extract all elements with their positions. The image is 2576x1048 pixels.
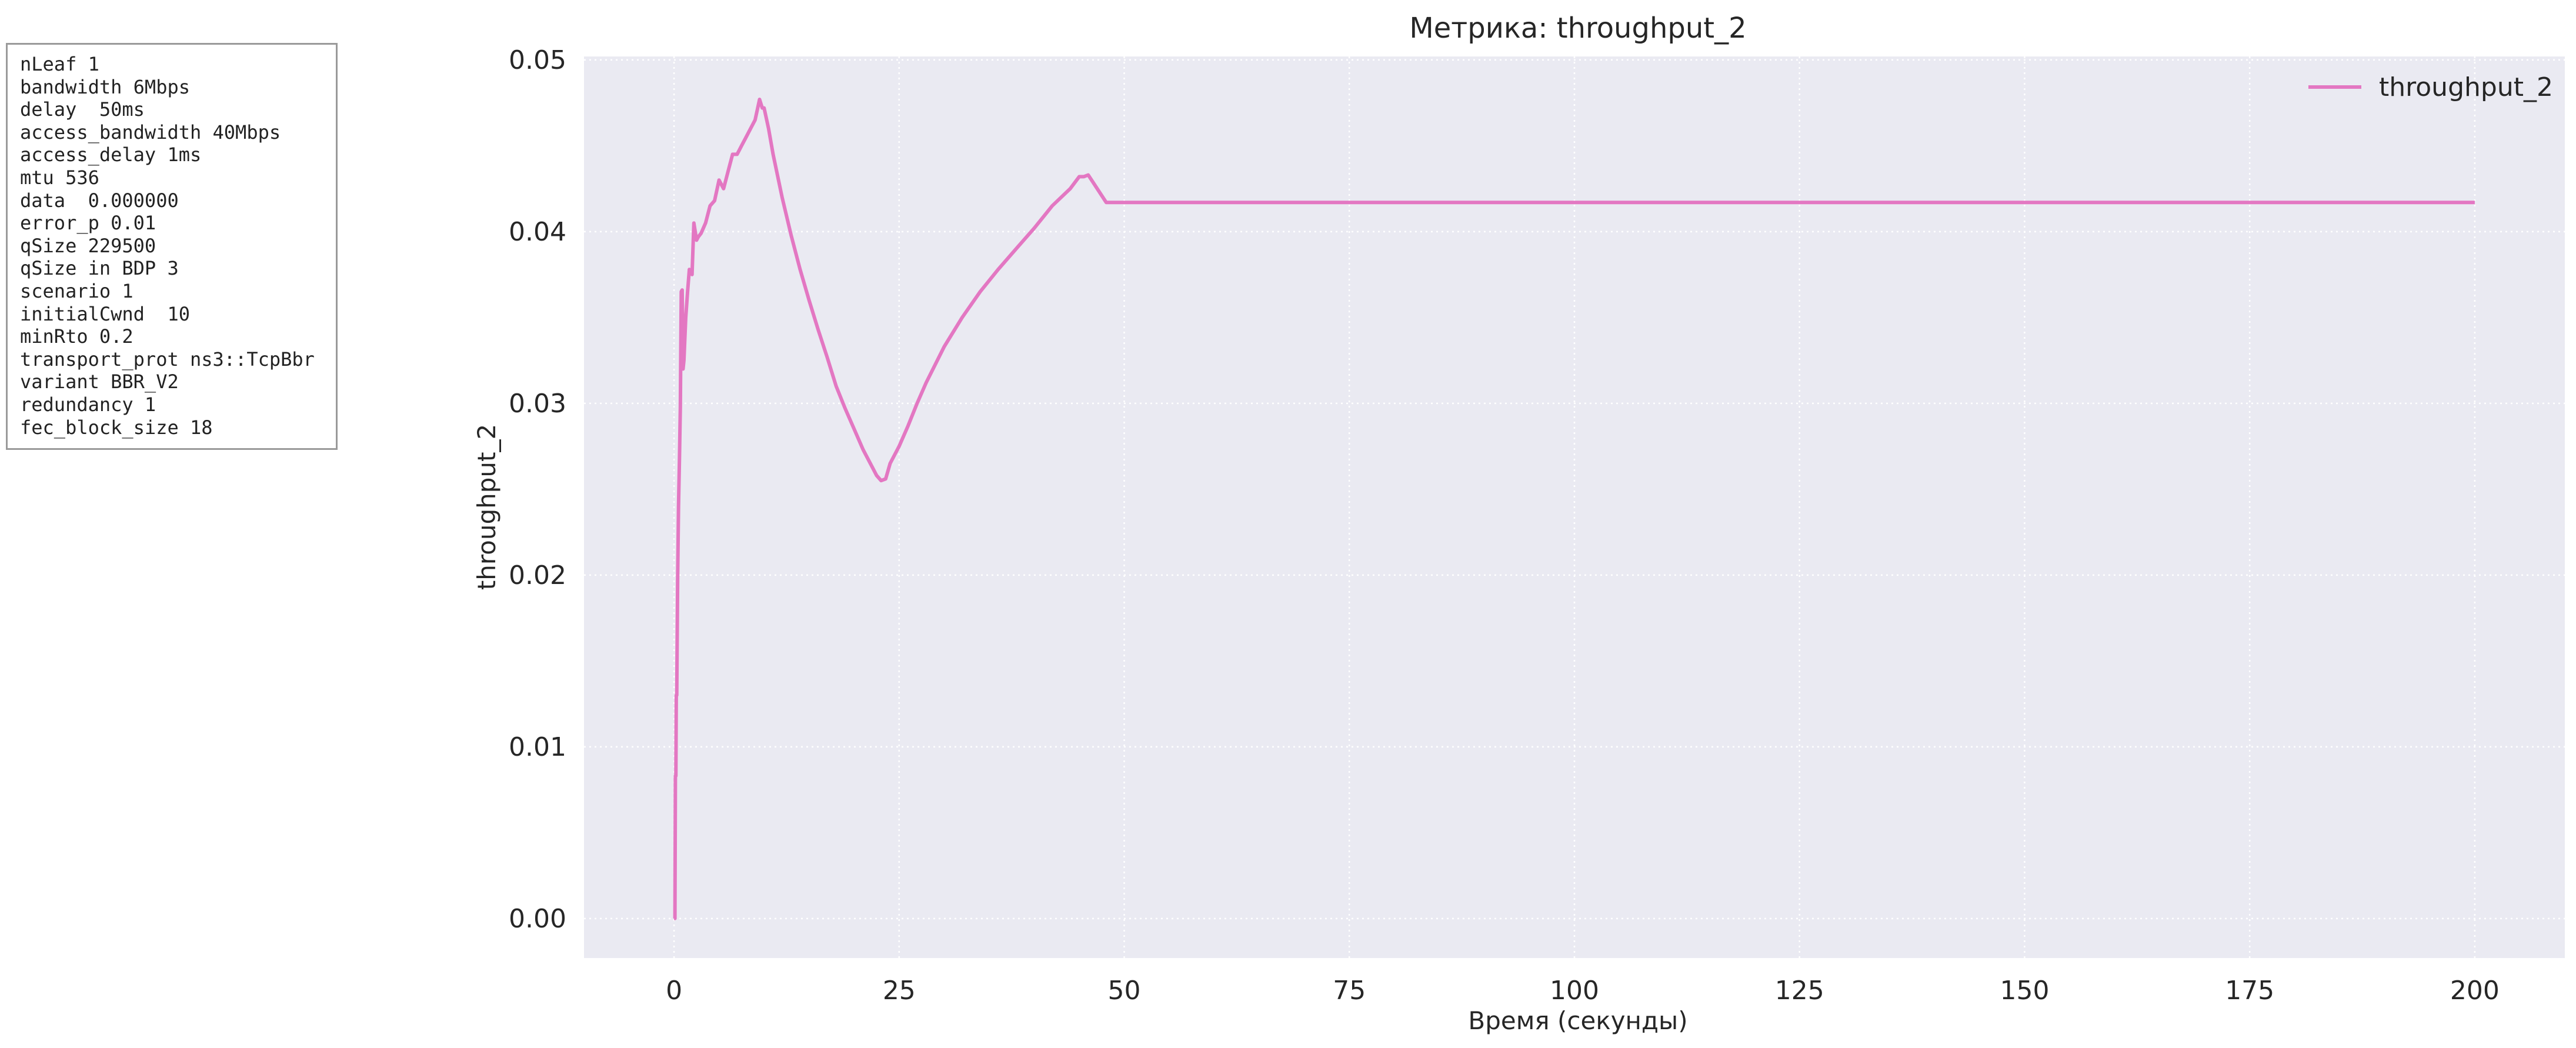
param-line: access_delay 1ms [20,143,202,166]
grid-lines [584,56,2565,958]
x-tick-label: 175 [2225,976,2274,1006]
param-line: delay 50ms [20,98,145,121]
param-line: mtu 536 [20,166,99,189]
param-line: fec_block_size 18 [20,416,213,439]
param-line: initialCwnd 10 [20,302,190,325]
param-line: nLeaf 1 [20,53,99,75]
param-line: data 0.000000 [20,189,179,212]
y-tick-label: 0.03 [509,389,566,419]
x-tick-label: 125 [1775,976,1824,1006]
y-tick-label: 0.05 [509,45,566,75]
param-line: minRto 0.2 [20,325,134,348]
x-tick-label: 0 [666,976,682,1006]
x-tick-label: 100 [1550,976,1599,1006]
param-line: qSize 229500 [20,234,156,257]
param-line: qSize in BDP 3 [20,257,179,280]
legend-label: throughput_2 [2379,72,2553,102]
y-tick-label: 0.04 [509,217,566,247]
x-axis-label: Время (секунды) [1468,1006,1687,1035]
x-tick-label: 50 [1108,976,1141,1006]
legend: throughput_2 [2308,72,2553,102]
y-axis-label: throughput_2 [472,424,501,590]
y-tick-label: 0.00 [509,904,566,934]
x-tick-label: 25 [883,976,916,1006]
y-tick-label: 0.02 [509,560,566,590]
param-line: redundancy 1 [20,393,156,416]
simulation-parameters-box: nLeaf 1 bandwidth 6Mbps delay 50ms access_b… [6,43,338,450]
param-line: bandwidth 6Mbps [20,75,190,98]
param-line: variant BBR_V2 [20,371,179,393]
x-tick-label: 150 [2000,976,2049,1006]
throughput-2-series-line [673,98,2475,920]
param-line: transport_prot ns3::TcpBbr [20,348,315,371]
param-line: access_bandwidth 40Mbps [20,121,281,143]
x-tick-label: 200 [2450,976,2500,1006]
y-tick-label: 0.01 [509,732,566,762]
x-axis-ticks: 0 25 50 75 100 125 150 175 200 [666,976,2500,1006]
chart-title: Метрика: throughput_2 [1409,12,1746,45]
param-line: scenario 1 [20,279,134,302]
x-tick-label: 75 [1333,976,1366,1006]
param-line: error_p 0.01 [20,212,156,235]
y-axis-ticks: 0.00 0.01 0.02 0.03 0.04 0.05 [509,45,566,934]
